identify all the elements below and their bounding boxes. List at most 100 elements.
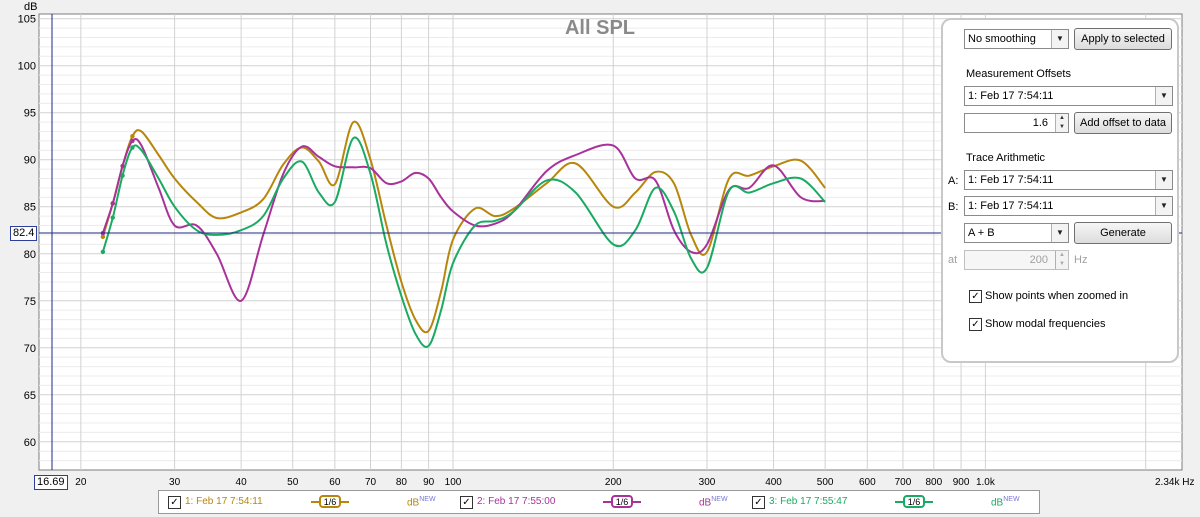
legend-checkbox-3[interactable]: ✓ bbox=[752, 496, 765, 509]
series-lines bbox=[100, 120, 826, 348]
legend-line-3-right bbox=[925, 501, 933, 503]
x-tick-label: 60 bbox=[329, 477, 341, 488]
x-tick-label: 40 bbox=[236, 477, 248, 488]
x-tick-label: 300 bbox=[699, 477, 716, 488]
x-tick-label: 20 bbox=[75, 477, 87, 488]
legend-bar: ✓ 1: Feb 17 7:54:11 1/6 dBNEW ✓ 2: Feb 1… bbox=[158, 490, 1040, 514]
y-tick-label: 100 bbox=[18, 61, 36, 73]
legend-name-2[interactable]: 2: Feb 17 7:55:00 bbox=[477, 496, 556, 507]
trace-b-select[interactable]: 1: Feb 17 7:54:11 ▼ bbox=[964, 196, 1173, 216]
legend-db-text-1: dB bbox=[407, 497, 420, 509]
series-point-2 bbox=[130, 138, 135, 144]
series-line-2 bbox=[101, 137, 826, 302]
legend-smoothing-1[interactable]: 1/6 bbox=[319, 495, 341, 508]
series-line-1 bbox=[101, 120, 826, 334]
at-label: at bbox=[948, 254, 958, 266]
y-axis-ticks: 105 100 95 90 85 80 75 70 65 60 bbox=[18, 14, 36, 449]
y-tick-label: 80 bbox=[24, 249, 36, 261]
arithmetic-operation-select[interactable]: A + B ▼ bbox=[964, 223, 1069, 243]
y-tick-label: 60 bbox=[24, 437, 36, 449]
legend-name-3[interactable]: 3: Feb 17 7:55:47 bbox=[769, 496, 848, 507]
chevron-down-icon[interactable]: ▼ bbox=[1155, 171, 1172, 189]
legend-name-1[interactable]: 1: Feb 17 7:54:11 bbox=[185, 496, 263, 507]
y-tick-label: 105 bbox=[18, 14, 36, 26]
smoothing-select[interactable]: No smoothing ▼ bbox=[964, 29, 1069, 49]
generate-button[interactable]: Generate bbox=[1074, 222, 1172, 244]
operation-value: A + B bbox=[968, 227, 995, 239]
offset-value-field[interactable]: 1.6 ▲ ▼ bbox=[964, 113, 1069, 133]
add-offset-button[interactable]: Add offset to data bbox=[1074, 112, 1172, 134]
show-modal-checkbox[interactable]: ✓ bbox=[969, 318, 982, 331]
smoothing-value: No smoothing bbox=[968, 33, 1036, 45]
chart-title: All SPL bbox=[565, 17, 635, 39]
hz-label: Hz bbox=[1074, 254, 1088, 266]
trace-a-value: 1: Feb 17 7:54:11 bbox=[968, 174, 1054, 186]
legend-line-1-right bbox=[341, 501, 349, 503]
y-unit-label: dB bbox=[24, 1, 37, 13]
cursor-y-readout: 82.4 bbox=[10, 226, 38, 241]
x-tick-label: 500 bbox=[817, 477, 834, 488]
x-tick-label: 80 bbox=[396, 477, 408, 488]
legend-smoothing-2[interactable]: 1/6 bbox=[611, 495, 633, 508]
apply-to-selected-button[interactable]: Apply to selected bbox=[1074, 28, 1172, 50]
show-points-label: Show points when zoomed in bbox=[985, 290, 1129, 302]
series-point-2 bbox=[120, 163, 125, 169]
x-tick-label: 700 bbox=[895, 477, 912, 488]
chevron-down-icon[interactable]: ▼ bbox=[1155, 197, 1172, 215]
y-tick-label: 70 bbox=[24, 343, 36, 355]
x-tick-label: 50 bbox=[287, 477, 299, 488]
series-point-1 bbox=[130, 134, 135, 139]
x-tick-label: 30 bbox=[169, 477, 181, 488]
x-tick-label: 200 bbox=[605, 477, 622, 488]
x-tick-label: 400 bbox=[765, 477, 782, 488]
y-tick-label: 75 bbox=[24, 296, 36, 308]
at-frequency-field[interactable]: 200 ▲ ▼ bbox=[964, 250, 1069, 270]
legend-db-text-3: dB bbox=[991, 497, 1004, 509]
trace-b-label: B: bbox=[948, 201, 959, 213]
x-tick-label: 100 bbox=[445, 477, 462, 488]
series-point-3 bbox=[120, 173, 125, 178]
legend-db-2[interactable]: dBNEW bbox=[699, 496, 728, 508]
spinner-icon[interactable]: ▲ ▼ bbox=[1055, 114, 1068, 132]
legend-db-sup-1: NEW bbox=[419, 496, 436, 503]
legend-db-sup-2: NEW bbox=[711, 496, 728, 503]
x-axis-ticks: 20 30 40 50 60 70 80 90 100 200 300 400 500 600 700 800… bbox=[75, 477, 996, 488]
trace-arithmetic-label: Trace Arithmetic bbox=[966, 152, 1046, 164]
x-axis-end-label: 2.34k Hz bbox=[1155, 477, 1194, 488]
x-tick-label: 70 bbox=[365, 477, 377, 488]
legend-db-sup-3: NEW bbox=[1003, 496, 1020, 503]
x-tick-label: 90 bbox=[423, 477, 435, 488]
y-tick-label: 85 bbox=[24, 202, 36, 214]
series-point-3 bbox=[130, 145, 135, 150]
spinner-icon[interactable]: ▲ ▼ bbox=[1055, 251, 1068, 269]
trace-a-select[interactable]: 1: Feb 17 7:54:11 ▼ bbox=[964, 170, 1173, 190]
legend-checkbox-2[interactable]: ✓ bbox=[460, 496, 473, 509]
legend-db-text-2: dB bbox=[699, 497, 712, 509]
chevron-down-icon[interactable]: ▼ bbox=[1051, 224, 1068, 242]
legend-db-3[interactable]: dBNEW bbox=[991, 496, 1020, 508]
trace-a-label: A: bbox=[948, 175, 959, 187]
x-tick-label: 600 bbox=[859, 477, 876, 488]
offset-measurement-value: 1: Feb 17 7:54:11 bbox=[968, 90, 1054, 102]
offset-value: 1.6 bbox=[1032, 117, 1048, 129]
legend-line-2-left bbox=[603, 501, 611, 503]
show-points-checkbox[interactable]: ✓ bbox=[969, 290, 982, 303]
legend-db-1[interactable]: dBNEW bbox=[407, 496, 436, 508]
trace-b-value: 1: Feb 17 7:54:11 bbox=[968, 200, 1054, 212]
cursor-x-readout: 16.69 bbox=[34, 475, 68, 490]
x-tick-label: 1.0k bbox=[976, 477, 996, 488]
offset-measurement-select[interactable]: 1: Feb 17 7:54:11 ▼ bbox=[964, 86, 1173, 106]
chevron-down-icon[interactable]: ▼ bbox=[1155, 87, 1172, 105]
y-tick-label: 65 bbox=[24, 390, 36, 402]
x-tick-label: 800 bbox=[925, 477, 942, 488]
legend-checkbox-1[interactable]: ✓ bbox=[168, 496, 181, 509]
x-tick-label: 900 bbox=[953, 477, 970, 488]
y-tick-label: 90 bbox=[24, 155, 36, 167]
show-modal-label: Show modal frequencies bbox=[985, 318, 1106, 330]
series-line-3 bbox=[101, 136, 826, 348]
chevron-down-icon[interactable]: ▼ bbox=[1051, 30, 1068, 48]
at-frequency-value: 200 bbox=[1029, 254, 1048, 266]
series-point-1 bbox=[100, 234, 106, 240]
legend-line-2-right bbox=[633, 501, 641, 503]
legend-smoothing-3[interactable]: 1/6 bbox=[903, 495, 925, 508]
